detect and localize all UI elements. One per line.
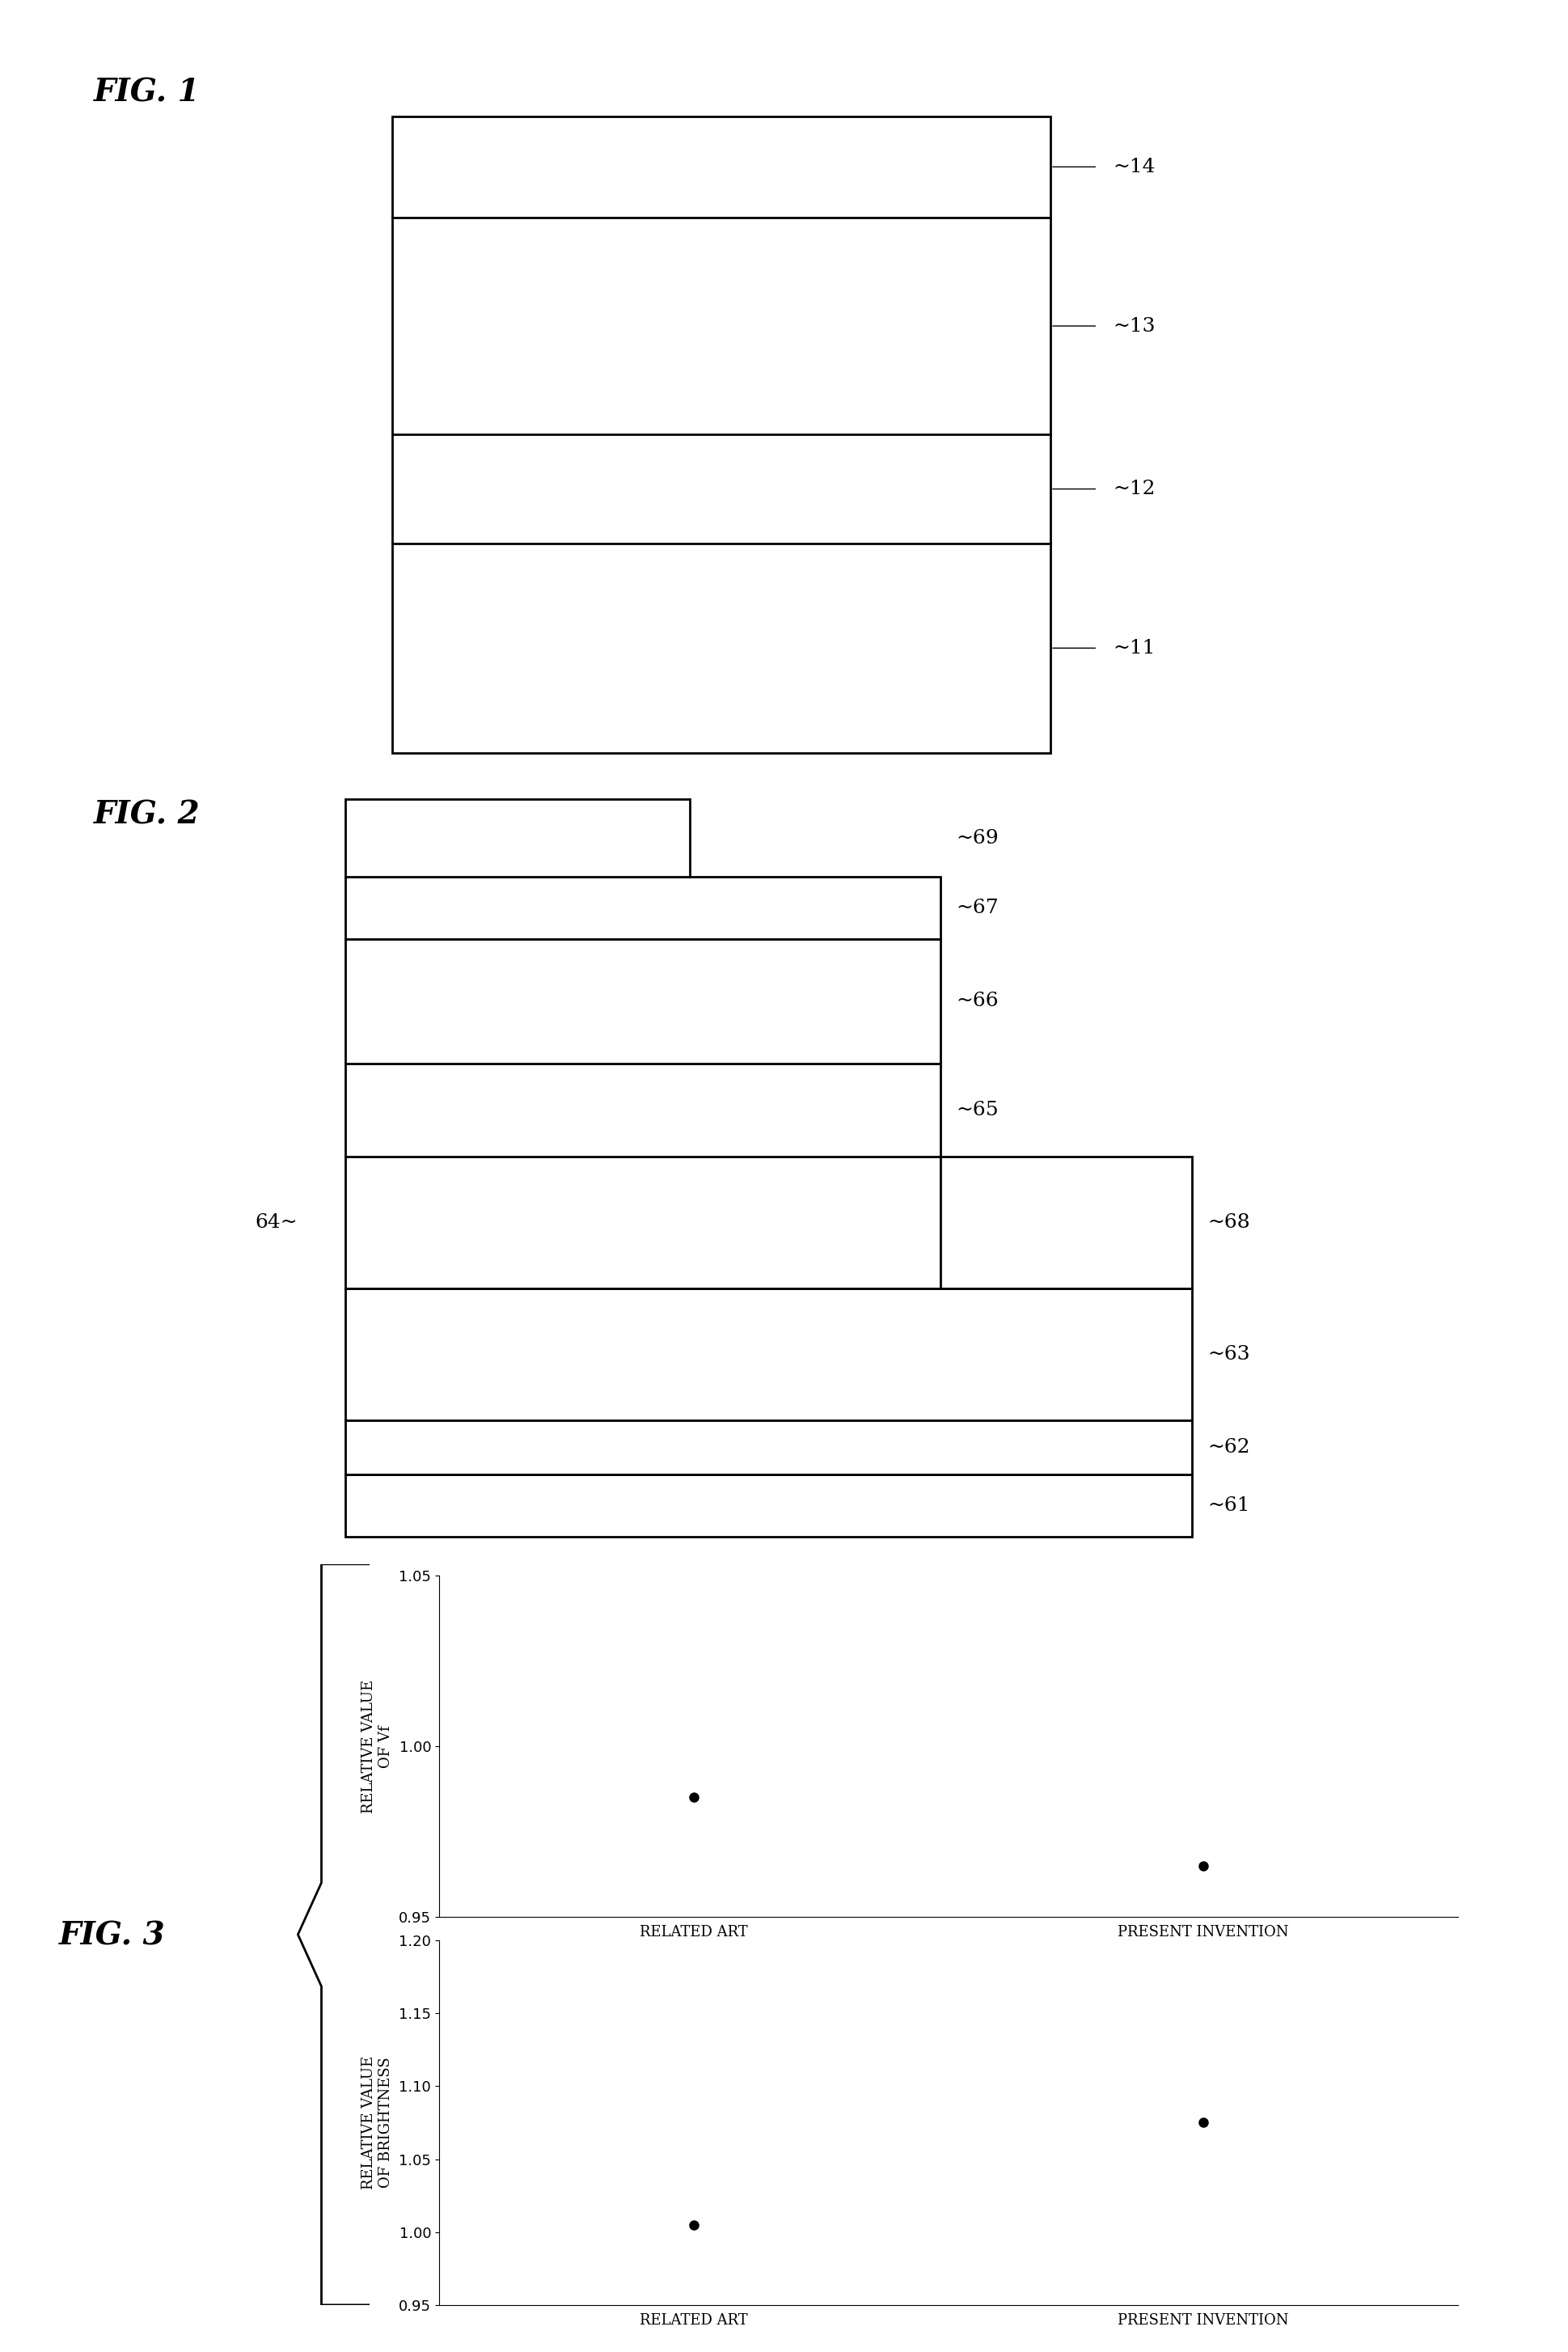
Text: FIG. 3: FIG. 3 — [60, 1922, 165, 1952]
Y-axis label: RELATIVE VALUE
OF Vf: RELATIVE VALUE OF Vf — [362, 1679, 394, 1813]
Bar — [392, 115, 1051, 753]
Text: FIG. 1: FIG. 1 — [94, 78, 201, 108]
Text: 64~: 64~ — [256, 1214, 298, 1232]
Bar — [345, 1475, 1192, 1536]
Bar — [345, 1289, 1192, 1421]
Text: ~63: ~63 — [1207, 1345, 1250, 1364]
Text: ~68: ~68 — [1207, 1214, 1250, 1232]
Text: FIG. 2: FIG. 2 — [94, 800, 201, 830]
Text: ~62: ~62 — [1207, 1437, 1250, 1456]
Bar — [345, 1157, 941, 1289]
Bar — [941, 1157, 1192, 1289]
Text: ~67: ~67 — [956, 898, 999, 917]
Text: ~61: ~61 — [1207, 1496, 1250, 1515]
Text: ~65: ~65 — [956, 1101, 999, 1120]
Text: ~14: ~14 — [1113, 158, 1156, 176]
Y-axis label: RELATIVE VALUE
OF BRIGHTNESS: RELATIVE VALUE OF BRIGHTNESS — [362, 2056, 394, 2190]
Text: ~69: ~69 — [956, 828, 999, 847]
Text: ~12: ~12 — [1113, 480, 1156, 499]
Bar — [345, 877, 941, 938]
Bar — [345, 800, 690, 877]
Text: ~11: ~11 — [1113, 640, 1156, 659]
Bar — [345, 1421, 1192, 1475]
Bar — [345, 1063, 941, 1157]
Bar — [345, 938, 941, 1063]
Text: ~66: ~66 — [956, 993, 999, 1011]
Text: ~13: ~13 — [1113, 318, 1156, 336]
